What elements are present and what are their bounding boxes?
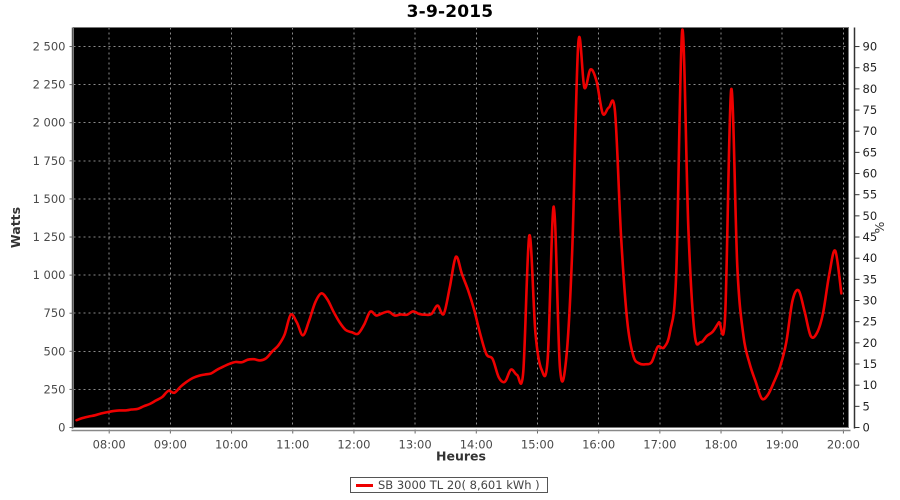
y-axis-tick-label-right: 20 (863, 336, 878, 350)
axis-group (69, 27, 860, 434)
y-axis-tick-label-left: 0 (58, 421, 65, 435)
x-axis-tick-label: 18:00 (704, 438, 737, 452)
x-axis-tick-label: 20:00 (827, 438, 860, 452)
x-axis-tick-label: 19:00 (766, 438, 799, 452)
y-axis-tick-label-right: 5 (863, 399, 870, 413)
data-series-group (75, 28, 843, 422)
plot-area-background (73, 27, 849, 428)
x-axis-tick-label: 09:00 (154, 438, 187, 452)
y-axis-tick-label-right: 50 (863, 209, 878, 223)
series-line (75, 28, 843, 422)
plot-border (73, 27, 849, 428)
y-axis-tick-label-left: 500 (44, 344, 66, 358)
y-axis-tick-label-right: 75 (863, 103, 878, 117)
y-axis-tick-label-left: 750 (44, 306, 66, 320)
legend-entry-label: SB 3000 TL 20( 8,601 kWh ) (378, 478, 540, 492)
y-axis-title-left: Watts (8, 207, 23, 248)
x-axis-tick-label: 12:00 (337, 438, 370, 452)
y-axis-tick-label-right: 55 (863, 188, 878, 202)
y-axis-tick-label-left: 2 250 (33, 78, 66, 92)
y-axis-tick-label-right: 90 (863, 40, 878, 54)
y-axis-tick-label-right: 65 (863, 145, 878, 159)
legend-color-swatch (356, 483, 373, 487)
y-axis-tick-label-right: 35 (863, 272, 878, 286)
y-axis-tick-label-left: 1 750 (33, 154, 66, 168)
y-axis-tick-label-right: 40 (863, 251, 878, 265)
y-axis-tick-label-left: 1 500 (33, 192, 66, 206)
x-axis-tick-label: 11:00 (276, 438, 309, 452)
y-axis-tick-label-right: 70 (863, 124, 878, 138)
plot-background-group (73, 27, 849, 428)
y-axis-tick-label-right: 25 (863, 315, 878, 329)
x-axis-tick-label: 10:00 (215, 438, 248, 452)
axis-titles-group: Watts % Heures (8, 207, 887, 464)
x-axis-tick-label: 08:00 (93, 438, 126, 452)
y-axis-tick-label-right: 15 (863, 357, 878, 371)
x-axis-tick-label: 13:00 (399, 438, 432, 452)
x-axis-tick-label: 16:00 (582, 438, 615, 452)
chart-legend: SB 3000 TL 20( 8,601 kWh ) (350, 477, 548, 493)
y-axis-tick-label-right: 60 (863, 167, 878, 181)
y-axis-title-right: % (872, 221, 887, 233)
y-axis-tick-label-right: 10 (863, 378, 878, 392)
x-axis-tick-label: 17:00 (643, 438, 676, 452)
gridlines-group (73, 27, 849, 428)
y-axis-tick-label-right: 45 (863, 230, 878, 244)
x-axis-tick-label: 14:00 (460, 438, 493, 452)
y-axis-tick-label-right: 80 (863, 82, 878, 96)
y-axis-tick-label-left: 2 000 (33, 116, 66, 130)
x-axis-title: Heures (436, 449, 486, 464)
x-axis-tick-label: 15:00 (521, 438, 554, 452)
y-axis-tick-label-right: 85 (863, 61, 878, 75)
y-axis-tick-label-right: 30 (863, 294, 878, 308)
y-axis-tick-label-left: 1 250 (33, 230, 66, 244)
y-axis-tick-label-left: 250 (44, 382, 66, 396)
chart-title: 3-9-2015 (406, 2, 494, 22)
y-axis-tick-label-left: 1 000 (33, 268, 66, 282)
y-axis-tick-label-left: 2 500 (33, 40, 66, 54)
y-axis-tick-label-right: 0 (863, 421, 870, 435)
